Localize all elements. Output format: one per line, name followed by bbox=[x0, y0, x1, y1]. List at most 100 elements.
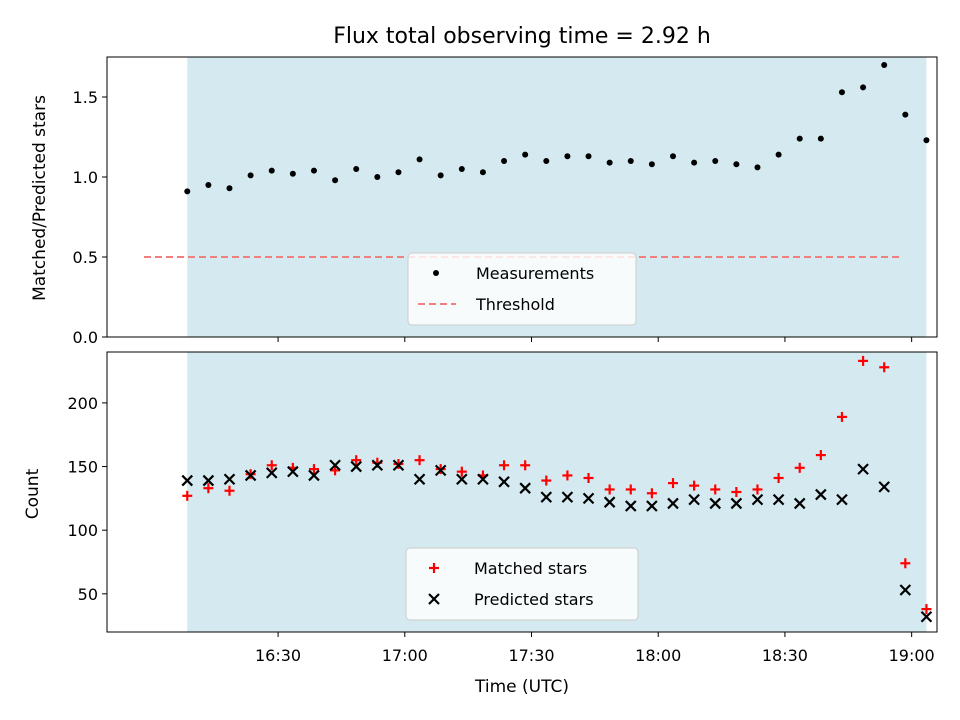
ratio-panel: 0.0 0.5 1.0 1.5 Measurements Threshold bbox=[73, 56, 938, 347]
data-marker-b bbox=[561, 491, 574, 503]
data-point bbox=[775, 151, 782, 158]
data-marker-b bbox=[181, 474, 194, 487]
data-marker-b bbox=[223, 473, 236, 486]
data-point bbox=[205, 182, 212, 188]
plot-frame bbox=[106, 56, 938, 338]
data-marker-b bbox=[667, 497, 679, 510]
data-marker bbox=[752, 484, 763, 495]
data-marker-b bbox=[308, 469, 320, 482]
x-axis-label: Time (UTC) bbox=[474, 677, 569, 697]
data-marker bbox=[224, 485, 235, 496]
data-marker bbox=[646, 488, 657, 499]
data-marker-b bbox=[413, 473, 426, 486]
data-point bbox=[247, 172, 254, 179]
data-marker-b bbox=[265, 467, 278, 479]
data-marker-b bbox=[857, 463, 869, 475]
data-marker bbox=[414, 455, 425, 466]
data-point bbox=[691, 159, 698, 166]
data-marker-b bbox=[540, 491, 553, 503]
y-tick-label: 100 bbox=[67, 521, 98, 540]
data-point bbox=[479, 169, 486, 176]
data-marker-b bbox=[434, 464, 447, 477]
data-marker bbox=[498, 476, 510, 488]
y-tick-label: 50 bbox=[78, 585, 98, 604]
data-marker bbox=[731, 487, 742, 497]
data-marker bbox=[519, 482, 531, 494]
data-point bbox=[627, 158, 634, 164]
data-marker-b bbox=[371, 459, 384, 472]
data-point bbox=[437, 172, 444, 179]
data-marker bbox=[477, 473, 489, 486]
data-marker-b bbox=[688, 493, 700, 506]
legend: Matched stars Predicted stars bbox=[405, 547, 639, 621]
data-marker bbox=[857, 463, 869, 475]
data-marker-b bbox=[287, 465, 299, 478]
plot-frame bbox=[106, 351, 938, 633]
data-marker-b bbox=[392, 459, 405, 472]
data-marker-b bbox=[646, 500, 658, 512]
data-point bbox=[902, 111, 909, 118]
data-marker bbox=[815, 488, 827, 501]
data-marker-b bbox=[498, 476, 510, 488]
data-marker-b bbox=[709, 497, 722, 510]
data-marker bbox=[793, 497, 806, 510]
series-measurements bbox=[184, 62, 930, 195]
data-point bbox=[796, 135, 803, 142]
data-marker bbox=[836, 493, 848, 506]
y-tick-label: 150 bbox=[67, 458, 98, 477]
data-point bbox=[860, 84, 867, 91]
data-marker bbox=[751, 493, 764, 506]
data-point bbox=[268, 167, 275, 174]
data-marker bbox=[520, 460, 531, 471]
data-marker bbox=[562, 470, 573, 481]
legend-label: Threshold bbox=[475, 295, 555, 314]
data-marker bbox=[667, 497, 679, 510]
data-marker bbox=[371, 459, 384, 472]
data-marker bbox=[920, 610, 933, 623]
series-predicted-stars bbox=[181, 459, 933, 623]
data-point bbox=[310, 167, 317, 174]
data-marker bbox=[625, 484, 636, 495]
data-marker bbox=[456, 466, 467, 477]
x-tick-label: 19:00 bbox=[889, 646, 935, 665]
data-marker bbox=[561, 491, 574, 503]
y-tick-label: 1.0 bbox=[73, 168, 98, 187]
count-panel: 50 100 150 200 16:30 17:00 17:30 18:00 18:30 19:0… bbox=[67, 351, 938, 665]
legend: Measurements Threshold bbox=[407, 252, 637, 326]
data-marker bbox=[541, 475, 552, 486]
data-marker bbox=[330, 465, 341, 476]
data-marker bbox=[858, 355, 869, 366]
y-tick-label: 1.5 bbox=[73, 88, 98, 107]
data-marker bbox=[815, 450, 826, 461]
data-marker-b bbox=[815, 488, 827, 501]
data-point bbox=[712, 158, 719, 164]
data-marker-b bbox=[456, 473, 468, 486]
legend-marker-b bbox=[428, 593, 440, 605]
y-tick-label: 200 bbox=[67, 394, 98, 413]
data-marker bbox=[203, 483, 214, 494]
legend-label: Matched stars bbox=[474, 559, 587, 578]
data-marker bbox=[223, 473, 236, 486]
data-marker-b bbox=[772, 493, 785, 506]
data-marker-b bbox=[793, 497, 806, 510]
y-tick-label: 0.0 bbox=[73, 328, 98, 347]
data-marker-b bbox=[519, 482, 531, 494]
data-marker-b bbox=[920, 610, 933, 623]
data-point bbox=[543, 158, 550, 164]
bottom-y-axis-label: Count bbox=[23, 468, 43, 519]
data-marker bbox=[794, 462, 805, 473]
data-marker-b bbox=[202, 474, 215, 487]
data-marker bbox=[773, 473, 784, 483]
data-marker bbox=[350, 460, 362, 473]
data-marker bbox=[624, 500, 637, 512]
data-marker bbox=[772, 493, 785, 506]
data-point bbox=[817, 135, 824, 142]
data-marker bbox=[244, 469, 257, 482]
data-point bbox=[733, 161, 740, 168]
data-marker bbox=[392, 459, 405, 472]
data-point bbox=[754, 164, 761, 171]
data-point bbox=[838, 89, 845, 96]
data-marker bbox=[921, 604, 932, 615]
data-marker bbox=[709, 497, 722, 510]
data-marker bbox=[499, 460, 510, 471]
